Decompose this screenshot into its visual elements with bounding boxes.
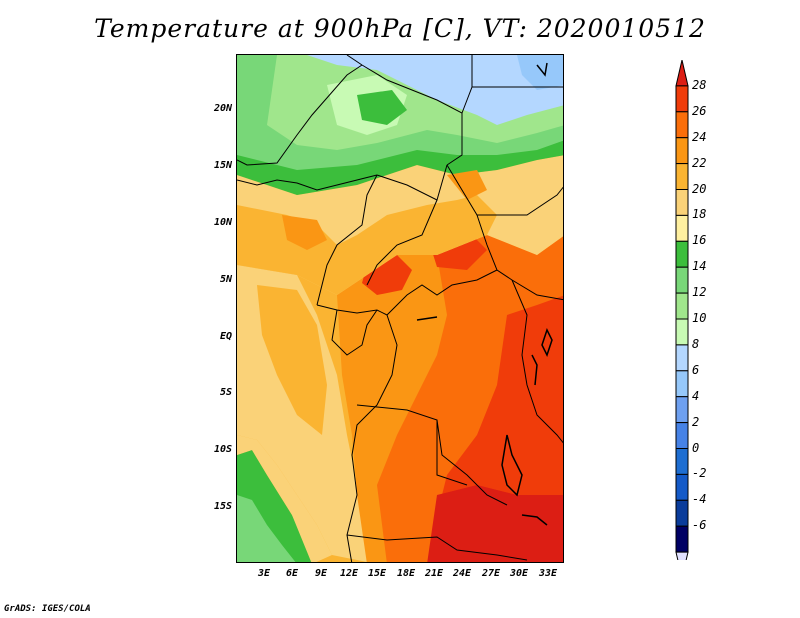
colorbar-label: 14	[692, 259, 707, 274]
x-label-21e: 21E	[424, 568, 444, 579]
colorbar-label: 28	[692, 77, 707, 92]
colorbar-label: 6	[692, 362, 700, 377]
colorbar-label: -2	[692, 466, 707, 481]
field-north-lightblue	[307, 55, 563, 125]
x-label-6e: 6E	[285, 568, 299, 579]
temperature-map	[236, 54, 564, 563]
colorbar-band	[675, 318, 689, 346]
colorbar-band	[675, 448, 689, 475]
colorbar-band	[675, 525, 689, 553]
y-label-eq: EQ	[219, 331, 232, 342]
colorbar-band	[675, 344, 689, 372]
x-label-18e: 18E	[396, 568, 416, 579]
field-hotspot-west	[282, 215, 327, 250]
x-label-3e: 3E	[257, 568, 271, 579]
y-label-10n: 10N	[213, 217, 232, 228]
colorbar-label: 20	[692, 181, 707, 196]
colorbar-band	[675, 111, 689, 139]
colorbar-band	[675, 214, 689, 242]
colorbar-label: 18	[692, 207, 707, 222]
x-label-9e: 9E	[314, 568, 328, 579]
grads-footer: GrADS: IGES/COLA	[4, 604, 91, 614]
colorbar-label: 0	[692, 440, 700, 455]
colorbar-band	[675, 240, 689, 268]
colorbar-label: 26	[692, 103, 707, 118]
colorbar-graphic	[675, 60, 689, 560]
colorbar-band	[675, 266, 689, 294]
colorbar-label: 10	[692, 311, 707, 325]
colorbar-band	[675, 473, 689, 501]
colorbar-label: 24	[692, 129, 707, 144]
x-label-12e: 12E	[339, 568, 359, 579]
colorbar-label: 16	[692, 233, 707, 248]
colorbar-band	[675, 137, 689, 165]
colorbar-band	[675, 396, 689, 424]
colorbar: 28 26 24 22 20 18 16 14 12 10 8 6 4 2 0 -2 -4 -6	[670, 60, 730, 560]
colorbar-label: 4	[692, 388, 700, 403]
colorbar-band	[675, 189, 689, 216]
map-title: Temperature at 900hPa [C], VT: 202001051…	[94, 14, 706, 43]
colorbar-band	[675, 292, 689, 320]
y-label-15n: 15N	[213, 160, 232, 171]
colorbar-label: -6	[692, 518, 707, 533]
field-sw-pale	[237, 435, 332, 562]
country-borders	[237, 55, 563, 562]
x-label-24e: 24E	[452, 568, 472, 579]
colorbar-band	[675, 499, 689, 527]
x-label-15e: 15E	[367, 568, 387, 579]
map-canvas	[237, 55, 563, 562]
y-label-5n: 5N	[219, 274, 232, 285]
field-north-blue	[517, 55, 563, 90]
lakes	[416, 62, 553, 526]
field-sw-lightgreen	[237, 495, 296, 562]
colorbar-top-arrow	[675, 60, 689, 87]
x-label-30e: 30E	[509, 568, 529, 579]
x-label-27e: 27E	[481, 568, 501, 579]
x-label-33e: 33E	[538, 568, 558, 579]
field-north-spot	[357, 90, 407, 125]
field-hotspot-sudan	[447, 170, 487, 200]
colorbar-band	[675, 370, 689, 398]
y-label-15s: 15S	[213, 501, 232, 512]
y-label-10s: 10S	[213, 444, 232, 455]
colorbar-label: 2	[692, 414, 700, 429]
colorbar-label: 8	[692, 336, 700, 351]
colorbar-band	[675, 85, 689, 113]
colorbar-label: -4	[692, 492, 707, 507]
colorbar-bottom-arrow	[675, 551, 689, 560]
field-coast-orange	[257, 285, 327, 435]
colorbar-label: 22	[692, 155, 707, 170]
y-label-5s: 5S	[219, 387, 232, 398]
colorbar-band	[675, 163, 689, 190]
y-label-20n: 20N	[213, 103, 232, 114]
field-se-deepred	[427, 485, 563, 562]
colorbar-band	[675, 422, 689, 450]
colorbar-label: 12	[692, 285, 707, 300]
